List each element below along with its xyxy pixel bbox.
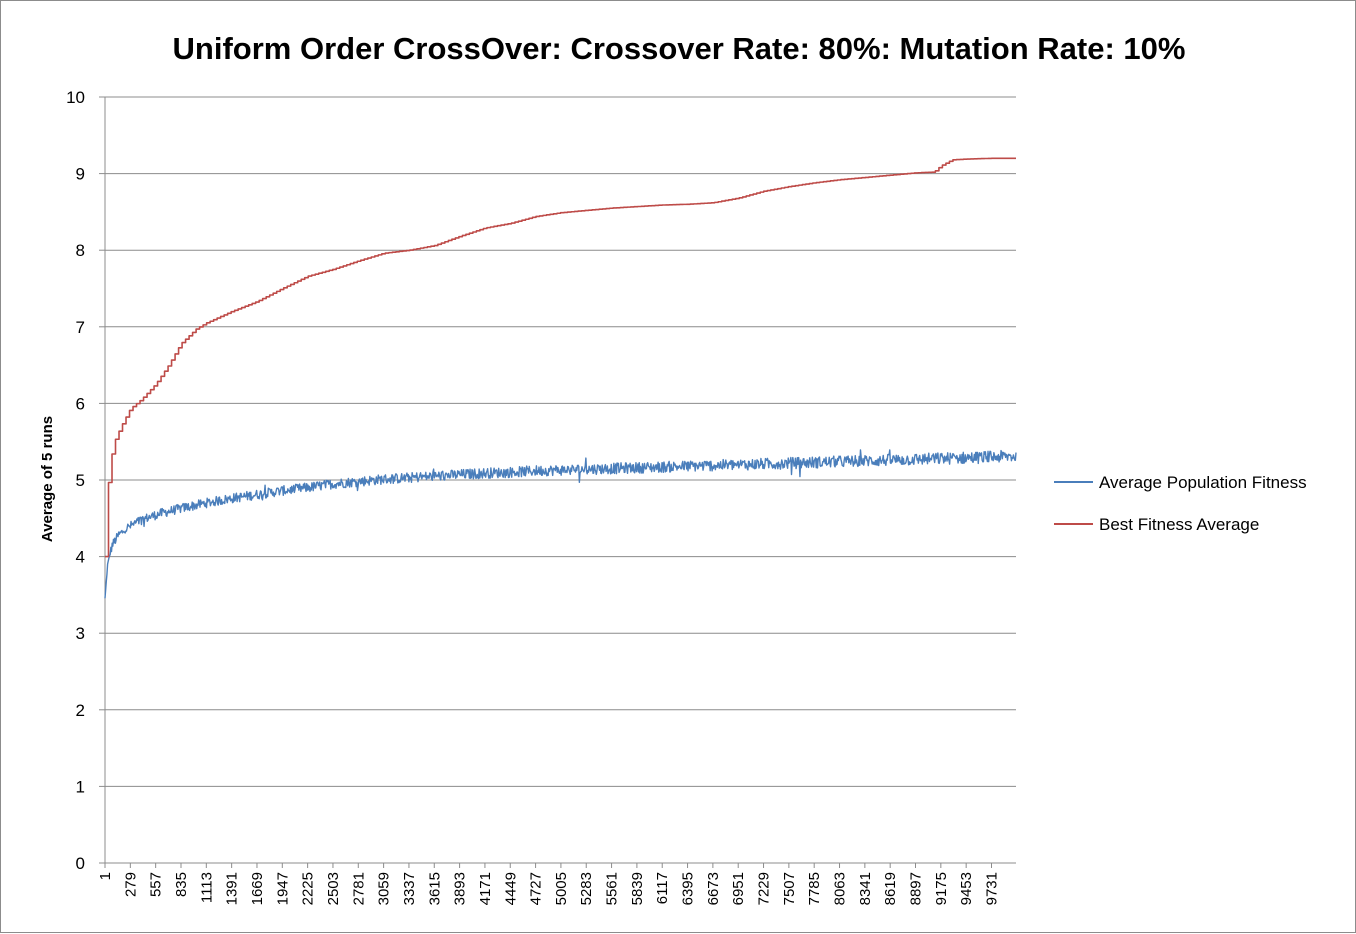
series-line-2 (105, 157, 1016, 558)
x-tick-label: 7229 (756, 872, 773, 905)
legend: Average Population Fitness Best Fitness A… (1054, 473, 1307, 534)
x-tick-label: 9731 (983, 872, 1000, 905)
grid-lines (105, 96, 1016, 787)
x-tick-label: 3059 (376, 872, 393, 905)
x-tick-label: 6117 (654, 872, 671, 904)
x-tick-label: 1113 (198, 872, 215, 903)
y-tick-label: 0 (76, 854, 85, 873)
x-tick-label: 8341 (857, 872, 874, 905)
x-tick-label: 8063 (832, 872, 849, 905)
x-tick-label: 8897 (908, 872, 925, 905)
x-tick-label: 6395 (680, 872, 697, 905)
x-tick-label: 557 (148, 872, 165, 897)
x-tick-label: 279 (122, 872, 139, 897)
x-tick-label: 9453 (958, 872, 975, 905)
x-tick-label: 3893 (452, 872, 469, 905)
x-tick-label: 835 (173, 872, 190, 897)
y-tick-label: 5 (76, 471, 85, 490)
x-tick-label: 2781 (350, 872, 367, 905)
x-tick-label: 4171 (477, 872, 494, 905)
x-tick-labels: 1 279 557 835 1113 1391 1669 1947 2225 2503 2781 30… (97, 872, 1000, 905)
x-tick-label: 5283 (578, 872, 595, 905)
legend-label: Average Population Fitness (1099, 473, 1307, 492)
x-tick-label: 3337 (401, 872, 418, 905)
x-tick-label: 4727 (528, 872, 545, 905)
x-tick-label: 1391 (224, 872, 241, 905)
x-tick-label: 3615 (426, 872, 443, 905)
y-tick-label: 10 (66, 88, 85, 107)
y-tick-labels: 0 1 2 3 4 5 6 7 8 9 10 (66, 88, 85, 873)
x-tick-label: 2503 (325, 872, 342, 905)
x-tick-label: 2225 (300, 872, 317, 905)
y-tick-label: 2 (76, 701, 85, 720)
x-tick-label: 5839 (629, 872, 646, 905)
x-tick-label: 6673 (705, 872, 722, 905)
y-tick-label: 1 (76, 777, 85, 796)
y-tick-label: 4 (76, 548, 85, 567)
y-axis-label: Average of 5 runs (39, 416, 56, 542)
x-tick-label: 1947 (274, 872, 291, 905)
x-tick-label: 4449 (502, 872, 519, 905)
series-lines (104, 157, 1017, 599)
x-tick-label: 6951 (730, 872, 747, 905)
x-tick-label: 9175 (933, 872, 950, 905)
x-tick-label: 5561 (604, 872, 621, 905)
y-tick-label: 6 (76, 394, 85, 413)
legend-label: Best Fitness Average (1099, 515, 1259, 534)
y-tick-label: 3 (76, 624, 85, 643)
chart-title: Uniform Order CrossOver: Crossover Rate:… (173, 31, 1186, 66)
x-tick-label: 7785 (806, 872, 823, 905)
x-tick-label: 5005 (553, 872, 570, 905)
x-tick-label: 1 (97, 872, 114, 880)
series-line-1 (104, 449, 1017, 599)
x-tick-label: 7507 (781, 872, 798, 905)
y-tick-label: 8 (76, 241, 85, 260)
x-tick-label: 8619 (882, 872, 899, 905)
x-tick-label: 1669 (249, 872, 266, 905)
y-tick-label: 7 (76, 318, 85, 337)
y-tick-label: 9 (76, 165, 85, 184)
axes (99, 96, 1016, 868)
